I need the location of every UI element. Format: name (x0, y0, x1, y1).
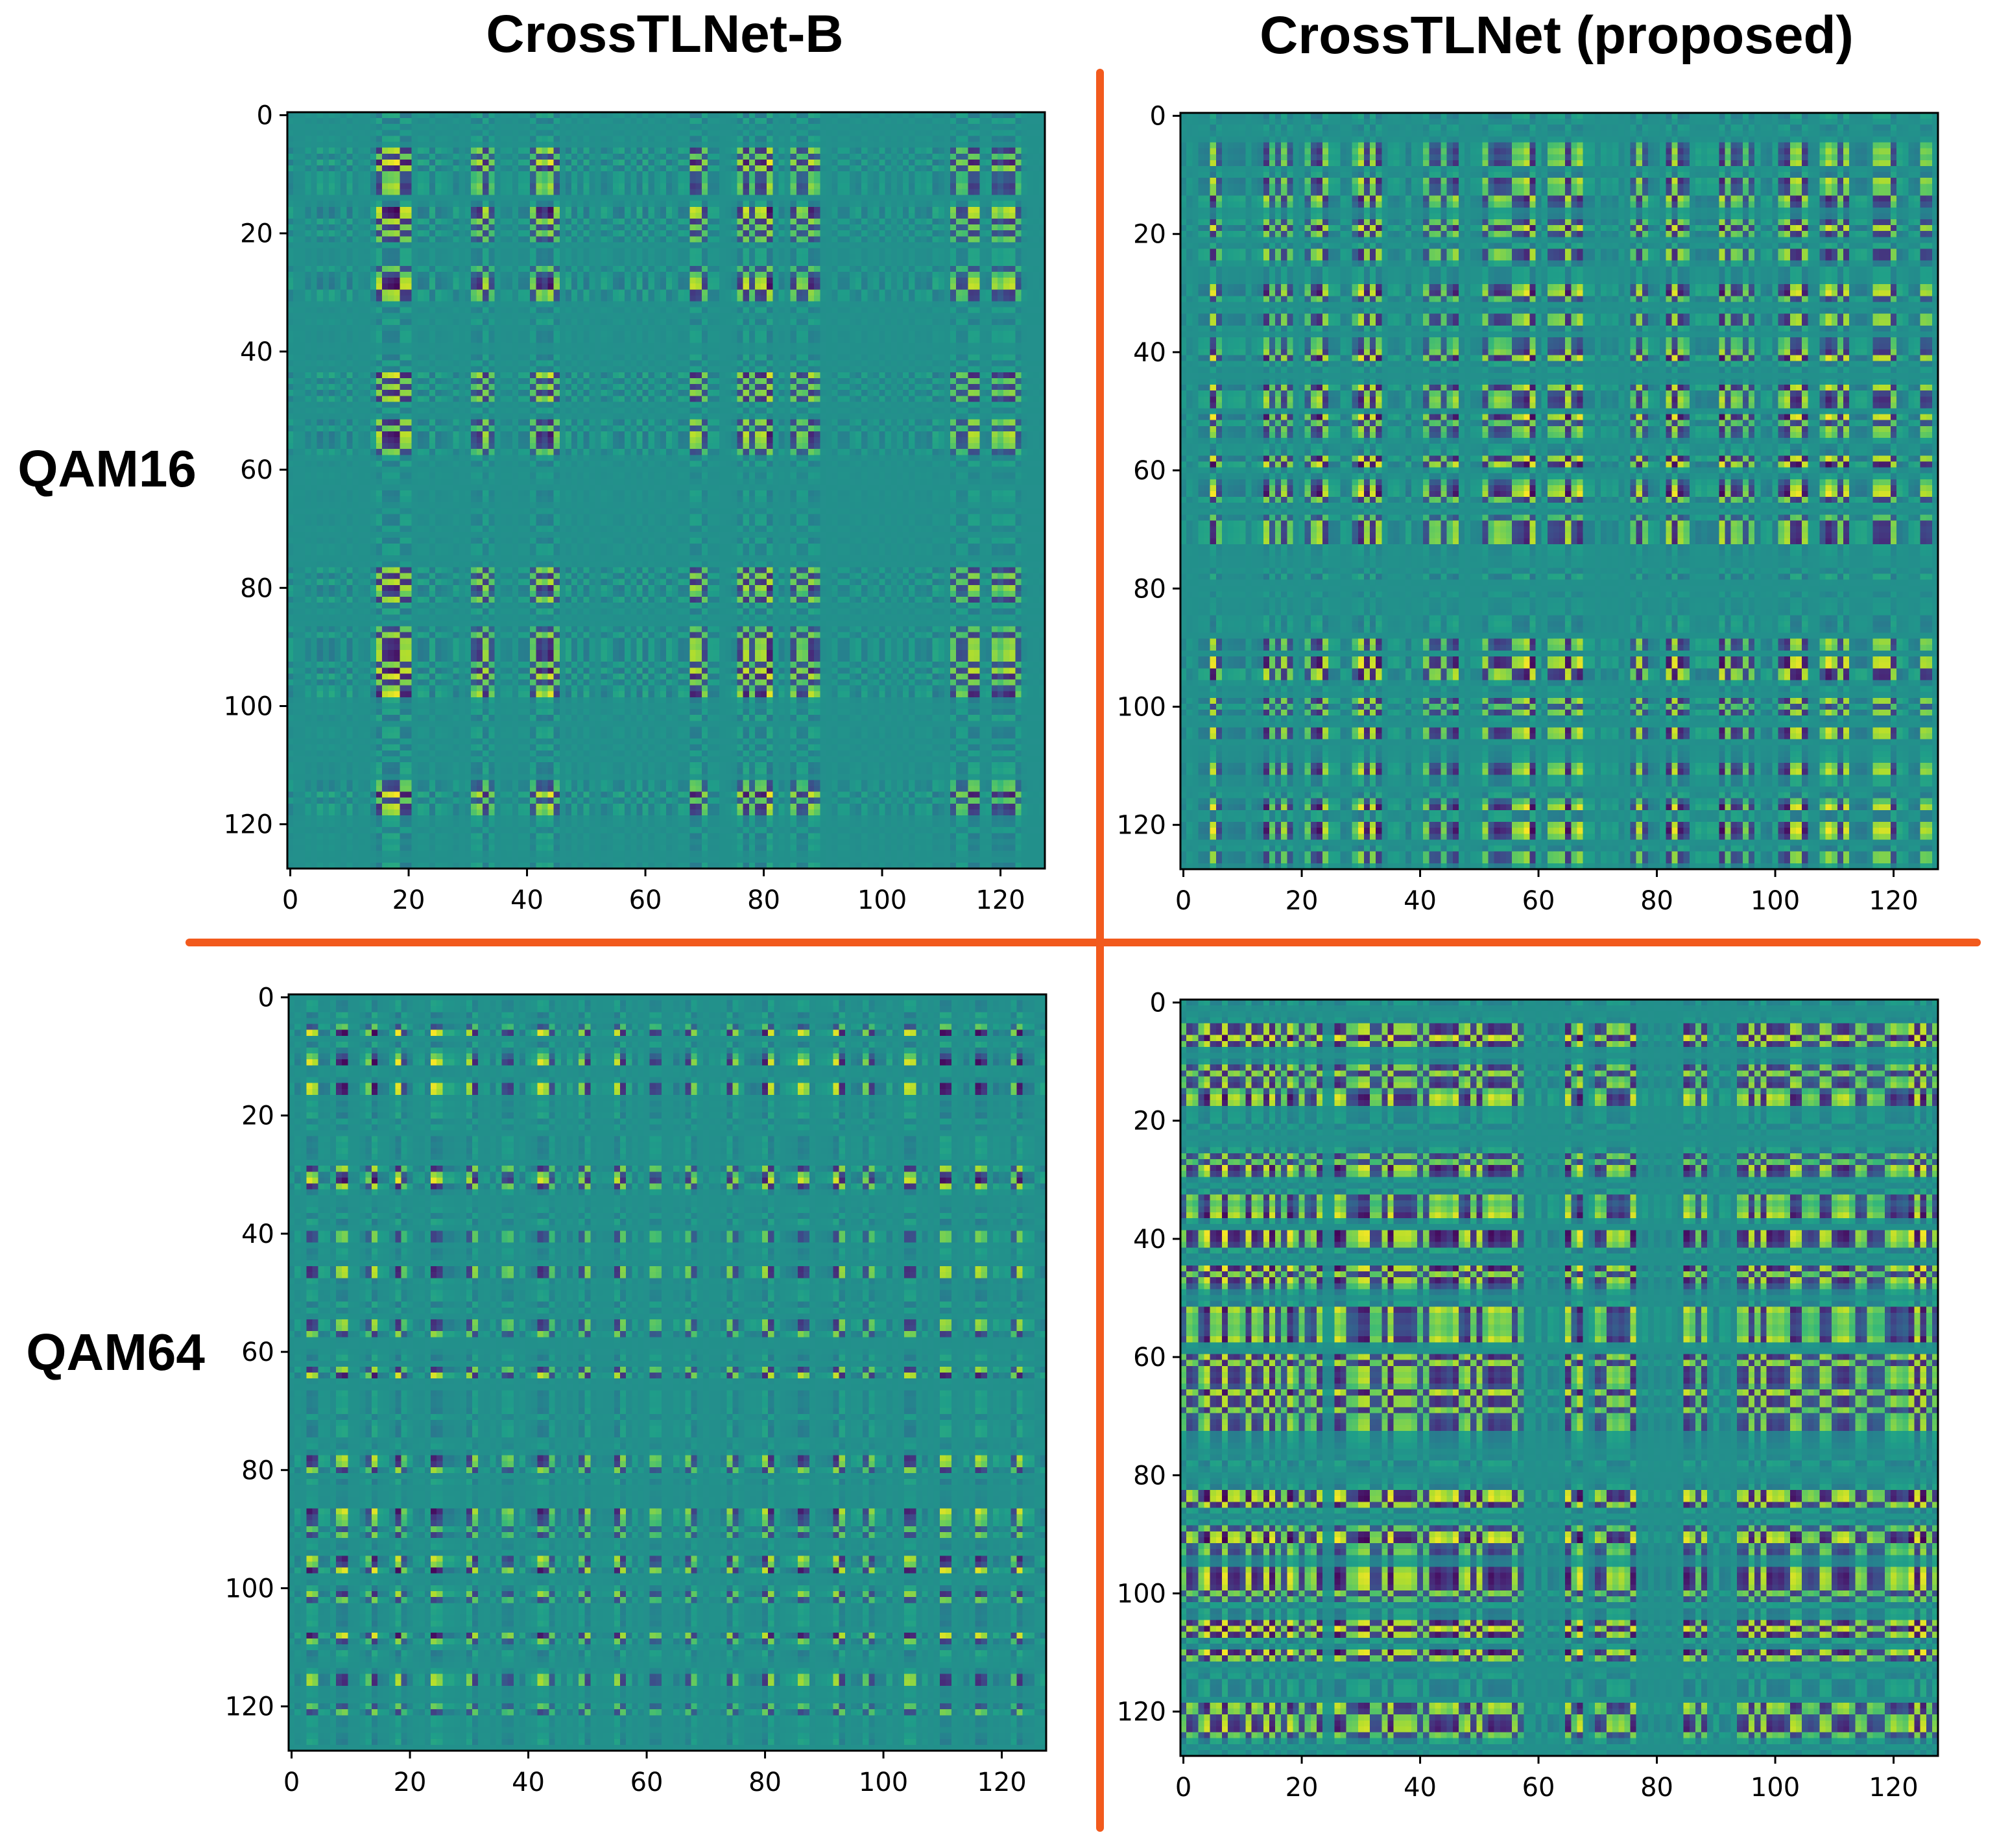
heatmap-panel-qam16-crosstlnet-b: 0 20 40 60 80 100 120 0 20 40 60 80 100 120 (224, 101, 1046, 915)
y-tick-label: 80 (240, 573, 273, 603)
axes-frame (287, 993, 1047, 1752)
x-tick-label: 120 (1869, 1773, 1918, 1803)
y-tick-label: 120 (1117, 1698, 1166, 1727)
y-tick-label: 80 (241, 1456, 274, 1485)
heatmap-panels: 0 20 40 60 80 100 120 0 20 40 60 80 100 120 0 20 40 60 80 1… (224, 101, 1939, 1803)
y-tick-label: 120 (225, 1692, 274, 1722)
y-tick-label: 100 (1117, 692, 1166, 722)
y-tick-label: 100 (225, 1574, 274, 1603)
x-tick-label: 0 (1175, 1773, 1191, 1803)
x-tick-label: 60 (629, 885, 662, 915)
y-tick-label: 80 (1133, 1461, 1166, 1491)
axes-frame (1179, 998, 1939, 1757)
x-tick-label: 100 (857, 885, 907, 915)
x-tick-label: 60 (1522, 1773, 1555, 1803)
y-tick-label: 40 (241, 1219, 274, 1249)
x-tick-label: 40 (510, 885, 544, 915)
row-label-qam16: QAM16 (18, 440, 197, 498)
x-tick-label: 20 (394, 1768, 427, 1797)
x-tick-label: 80 (1640, 1773, 1673, 1803)
x-tick-label: 100 (1751, 886, 1800, 916)
x-tick-label: 20 (392, 885, 425, 915)
x-tick-label: 0 (282, 885, 298, 915)
x-tick-label: 60 (630, 1768, 664, 1797)
heatmap-image (289, 994, 1046, 1751)
y-tick-label: 20 (240, 219, 273, 249)
y-tick-label: 40 (240, 337, 273, 367)
x-tick-label: 0 (283, 1768, 300, 1797)
heatmap-panel-qam64-crosstlnet-b: 0 20 40 60 80 100 120 0 20 40 60 80 100 120 (225, 983, 1047, 1797)
y-tick-label: 40 (1133, 1225, 1166, 1254)
y-tick-label: 100 (1117, 1579, 1166, 1609)
y-tick-label: 20 (241, 1101, 274, 1131)
x-tick-label: 100 (859, 1768, 908, 1797)
x-tick-label: 40 (512, 1768, 545, 1797)
x-tick-label: 80 (747, 885, 780, 915)
x-tick-label: 100 (1751, 1773, 1800, 1803)
x-tick-label: 0 (1175, 886, 1191, 916)
y-tick-label: 40 (1133, 338, 1166, 368)
x-tick-label: 60 (1522, 886, 1555, 916)
x-tick-label: 120 (977, 1768, 1026, 1797)
x-tick-label: 20 (1285, 1773, 1319, 1803)
x-tick-label: 20 (1285, 886, 1319, 916)
y-tick-label: 120 (224, 810, 273, 840)
y-tick-label: 80 (1133, 574, 1166, 604)
x-tick-label: 120 (1869, 886, 1918, 916)
axes-frame (286, 111, 1046, 870)
column-title-crosstlnet-proposed: CrossTLNet (proposed) (1260, 6, 1854, 65)
y-tick-label: 20 (1133, 1107, 1166, 1136)
column-title-crosstlnet-b: CrossTLNet-B (486, 5, 843, 64)
heatmap-image (1180, 113, 1938, 869)
y-tick-label: 60 (240, 455, 273, 485)
y-tick-label: 0 (257, 101, 273, 131)
x-tick-label: 120 (975, 885, 1025, 915)
x-tick-label: 40 (1404, 1773, 1437, 1803)
y-tick-label: 120 (1117, 811, 1166, 841)
y-tick-label: 0 (258, 983, 274, 1013)
heatmap-image (287, 112, 1045, 869)
x-tick-label: 80 (748, 1768, 782, 1797)
y-tick-label: 20 (1133, 220, 1166, 250)
y-tick-label: 60 (1133, 1343, 1166, 1373)
row-label-qam64: QAM64 (26, 1323, 205, 1381)
y-tick-label: 0 (1150, 989, 1166, 1018)
axes-frame (1179, 112, 1939, 870)
heatmap-panel-qam64-crosstlnet-proposed: 0 20 40 60 80 100 120 0 20 40 60 80 100 120 (1117, 989, 1939, 1803)
y-tick-label: 60 (1133, 456, 1166, 486)
x-tick-label: 40 (1404, 886, 1437, 916)
y-tick-label: 100 (224, 691, 273, 721)
x-tick-label: 80 (1640, 886, 1673, 916)
heatmap-image (1180, 1000, 1938, 1756)
y-tick-label: 60 (241, 1338, 274, 1367)
heatmap-panel-qam16-crosstlnet-proposed: 0 20 40 60 80 100 120 0 20 40 60 80 100 120 (1117, 102, 1939, 916)
y-tick-label: 0 (1150, 102, 1166, 132)
